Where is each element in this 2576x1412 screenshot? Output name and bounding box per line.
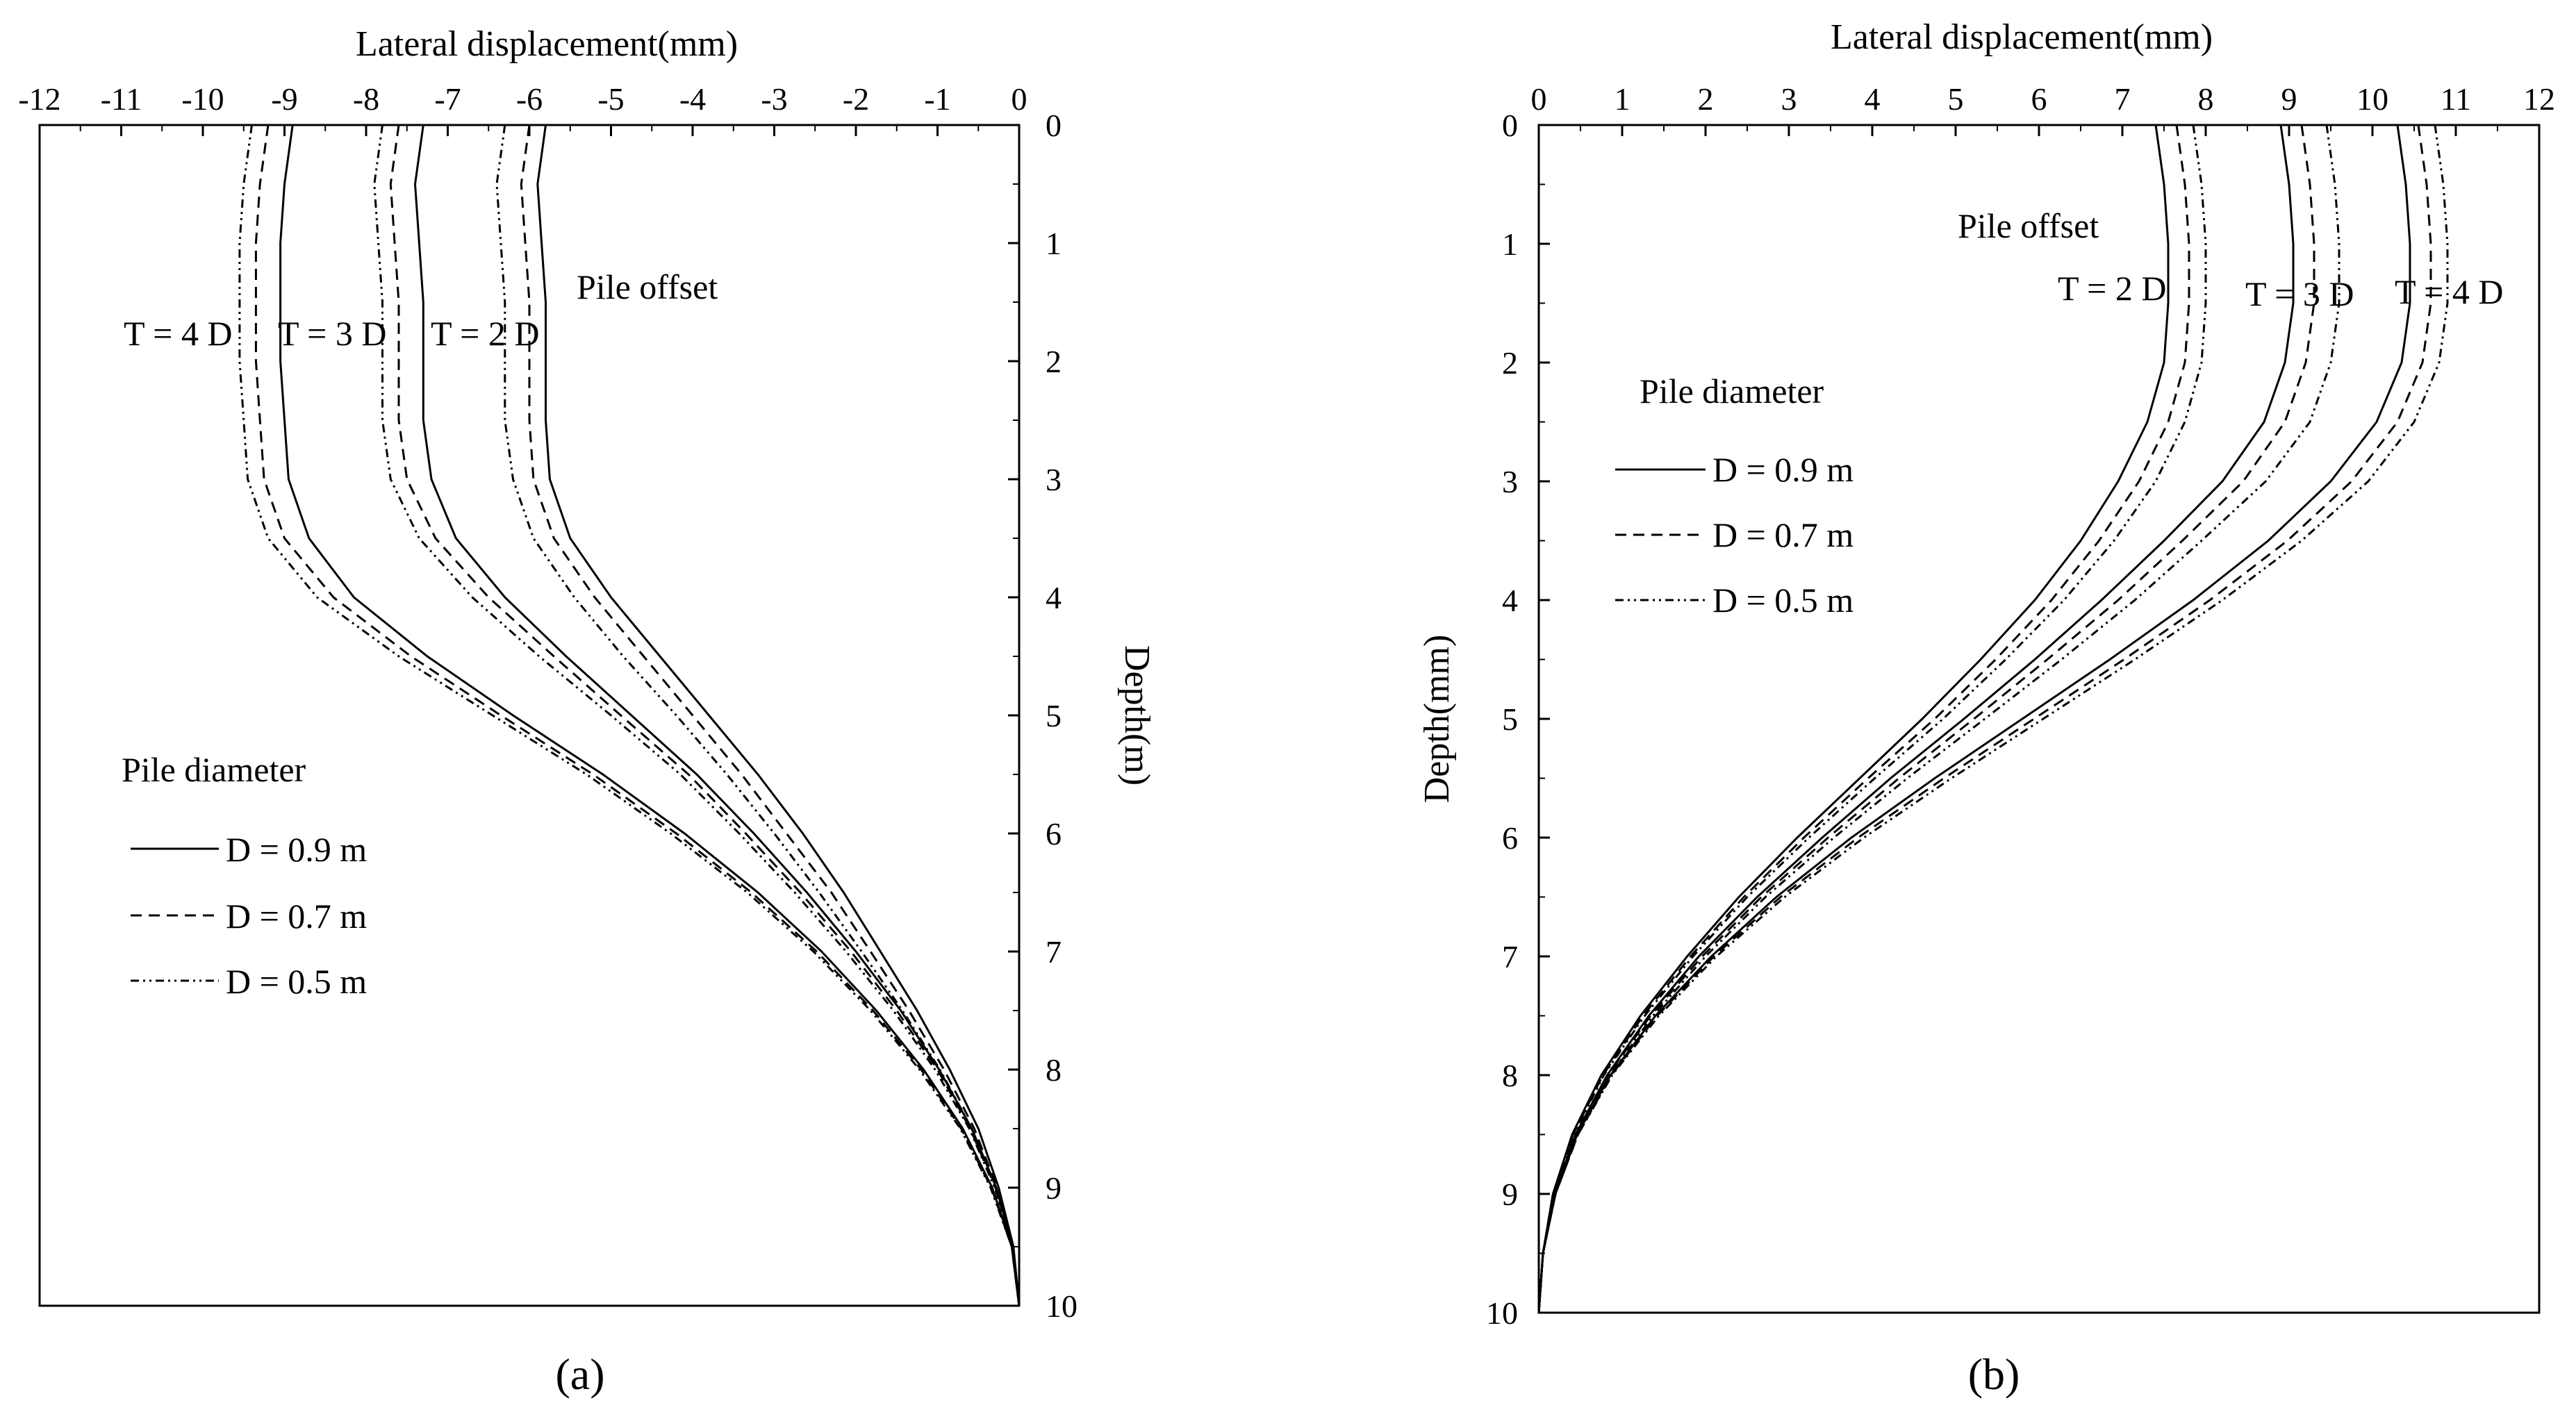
x-tick-label: 11: [2441, 81, 2471, 117]
x-tick-label: 8: [2198, 81, 2214, 117]
y-axis-title-a: Depth(m): [1117, 645, 1157, 786]
offset-label-a-0: T = 4 D: [124, 314, 232, 353]
series-line-b-5: [1537, 124, 2340, 1313]
x-tick-label: 12: [2523, 81, 2555, 117]
series-line-a-4: [389, 124, 1021, 1306]
panel-label-a: (a): [555, 1349, 604, 1399]
x-axis-title-a: Lateral displacement(mm): [356, 24, 738, 64]
x-tick-label: 7: [2115, 81, 2131, 117]
y-tick-label: 8: [1046, 1052, 1062, 1088]
legend-entry-b-2: D = 0.5 m: [1712, 581, 1853, 620]
y-tick-label: 6: [1046, 816, 1062, 852]
x-tick-label: 10: [2356, 81, 2388, 117]
x-tick-label: -3: [761, 81, 787, 117]
legend-entry-b-0: D = 0.9 m: [1712, 450, 1853, 489]
x-tick-label: -5: [597, 81, 624, 117]
y-tick-label: 3: [1502, 464, 1518, 499]
x-tick-label: -4: [679, 81, 706, 117]
offset-title-b: Pile offset: [1958, 206, 2099, 245]
offset-title-a: Pile offset: [577, 267, 718, 306]
series-line-b-1: [1537, 124, 2190, 1313]
x-tick-label: -12: [18, 81, 60, 117]
series-group-a: [238, 124, 1021, 1306]
series-line-a-2: [495, 124, 1021, 1306]
chart-panel-a: Lateral displacement(mm) Depth(m) -12 -11…: [18, 24, 1157, 1399]
x-tick-label: -6: [516, 81, 543, 117]
panel-label-b: (b): [1968, 1349, 2020, 1399]
x-tick-label: 4: [1865, 81, 1881, 117]
y-tick-label: 4: [1502, 583, 1518, 618]
offset-label-b-0: T = 2 D: [2058, 269, 2166, 308]
x-tick-label: -1: [924, 81, 950, 117]
y-tick-label: 0: [1046, 108, 1062, 143]
y-tick-label: 0: [1502, 108, 1518, 143]
plot-frame-a: [38, 124, 1021, 1307]
series-group-b: [1537, 124, 2449, 1313]
x-tick-label: 3: [1781, 81, 1797, 117]
y-tick-label: 4: [1046, 580, 1062, 615]
legend-title-a: Pile diameter: [122, 750, 306, 789]
y-tick-label: 5: [1502, 701, 1518, 737]
x-tick-label: -11: [101, 81, 142, 117]
x-tick-label: 0: [1012, 81, 1027, 117]
x-tick-label: -2: [843, 81, 869, 117]
series-line-a-3: [413, 124, 1021, 1306]
y-tick-label: 7: [1046, 934, 1062, 970]
x-tick-label: 6: [2031, 81, 2047, 117]
y-tick-label: 9: [1502, 1177, 1518, 1212]
series-line-a-6: [279, 124, 1021, 1306]
y-tick-label: 7: [1502, 939, 1518, 974]
y-tick-label: 1: [1502, 226, 1518, 262]
offset-label-b-1: T = 3 D: [2245, 274, 2354, 313]
x-tick-label: 1: [1615, 81, 1630, 117]
y-tick-label: 10: [1486, 1295, 1518, 1331]
series-line-b-4: [1537, 124, 2315, 1313]
x-tick-label: -9: [271, 81, 297, 117]
plot-frame-b: [1537, 124, 2541, 1314]
x-tick-label: 5: [1948, 81, 1964, 117]
series-line-a-5: [373, 124, 1021, 1306]
legend-b: Pile diameter D = 0.9 m D = 0.7 m D = 0.…: [1615, 372, 1853, 620]
y-tick-label: 9: [1046, 1170, 1062, 1206]
offset-label-a-2: T = 2 D: [431, 314, 539, 353]
y-tick-label: 8: [1502, 1058, 1518, 1093]
y-tick-label: 10: [1046, 1288, 1078, 1324]
series-line-b-7: [1537, 124, 2432, 1313]
series-line-a-1: [520, 124, 1021, 1306]
x-tick-label: 2: [1698, 81, 1714, 117]
y-tick-label: 1: [1046, 226, 1062, 261]
y-tick-label: 2: [1502, 345, 1518, 381]
x-tick-label: -8: [353, 81, 379, 117]
legend-entry-a-2: D = 0.5 m: [226, 962, 367, 1001]
y-tick-label: 3: [1046, 462, 1062, 497]
x-tick-label: -7: [434, 81, 461, 117]
x-axis-title-b: Lateral displacement(mm): [1831, 17, 2213, 57]
offset-label-b-2: T = 4 D: [2395, 272, 2503, 311]
legend-a: Pile diameter D = 0.9 m D = 0.7 m D = 0.…: [122, 750, 367, 1001]
series-line-b-3: [1537, 124, 2295, 1313]
y-axis-title-b: Depth(mm): [1417, 635, 1457, 804]
x-tick-label: -10: [181, 81, 224, 117]
legend-entry-b-1: D = 0.7 m: [1712, 515, 1853, 554]
legend-entry-a-1: D = 0.7 m: [226, 897, 367, 936]
legend-entry-a-0: D = 0.9 m: [226, 830, 367, 869]
series-line-a-8: [238, 124, 1021, 1306]
y-tick-label: 6: [1502, 820, 1518, 856]
series-line-a-0: [536, 124, 1021, 1306]
x-tick-label: 9: [2281, 81, 2297, 117]
series-line-b-8: [1537, 124, 2449, 1313]
y-tick-label: 2: [1046, 344, 1062, 379]
offset-label-a-1: T = 3 D: [278, 314, 386, 353]
legend-title-b: Pile diameter: [1640, 372, 1824, 410]
y-tick-label: 5: [1046, 698, 1062, 733]
x-tick-label: 0: [1531, 81, 1547, 117]
